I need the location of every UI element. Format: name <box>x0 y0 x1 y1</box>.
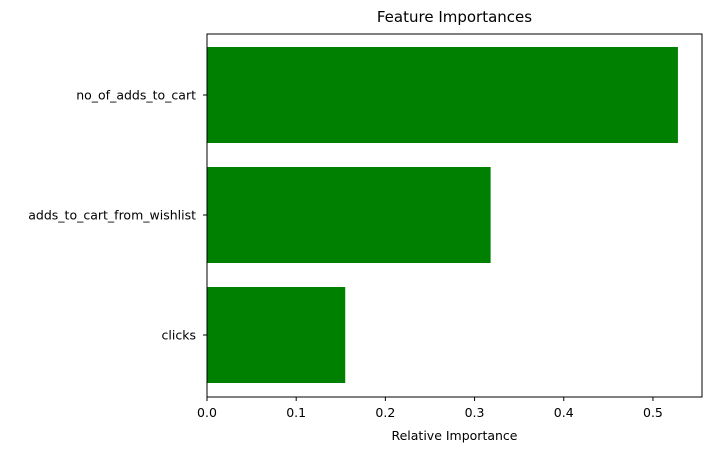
x-tick-label: 0.5 <box>643 405 663 420</box>
y-tick-label: no_of_adds_to_cart <box>76 88 196 103</box>
y-tick-label: adds_to_cart_from_wishlist <box>28 208 196 223</box>
x-axis-label: Relative Importance <box>391 428 517 443</box>
x-tick-label: 0.4 <box>554 405 574 420</box>
y-tick-label: clicks <box>162 328 196 343</box>
y-axis: clicks adds_to_cart_from_wishlist no_of_ad… <box>28 88 207 343</box>
chart-title: Feature Importances <box>377 8 532 26</box>
x-tick-label: 0.1 <box>286 405 306 420</box>
x-tick-label: 0.2 <box>375 405 395 420</box>
bar-clicks <box>207 287 346 383</box>
bar-no_of_adds_to_cart <box>207 47 678 143</box>
x-axis: 0.0 0.1 0.2 0.3 0.4 0.5 <box>197 397 663 420</box>
x-tick-label: 0.0 <box>197 405 217 420</box>
bars-layer <box>207 47 678 383</box>
bar-adds_to_cart_from_wishlist <box>207 167 491 263</box>
x-tick-label: 0.3 <box>465 405 485 420</box>
